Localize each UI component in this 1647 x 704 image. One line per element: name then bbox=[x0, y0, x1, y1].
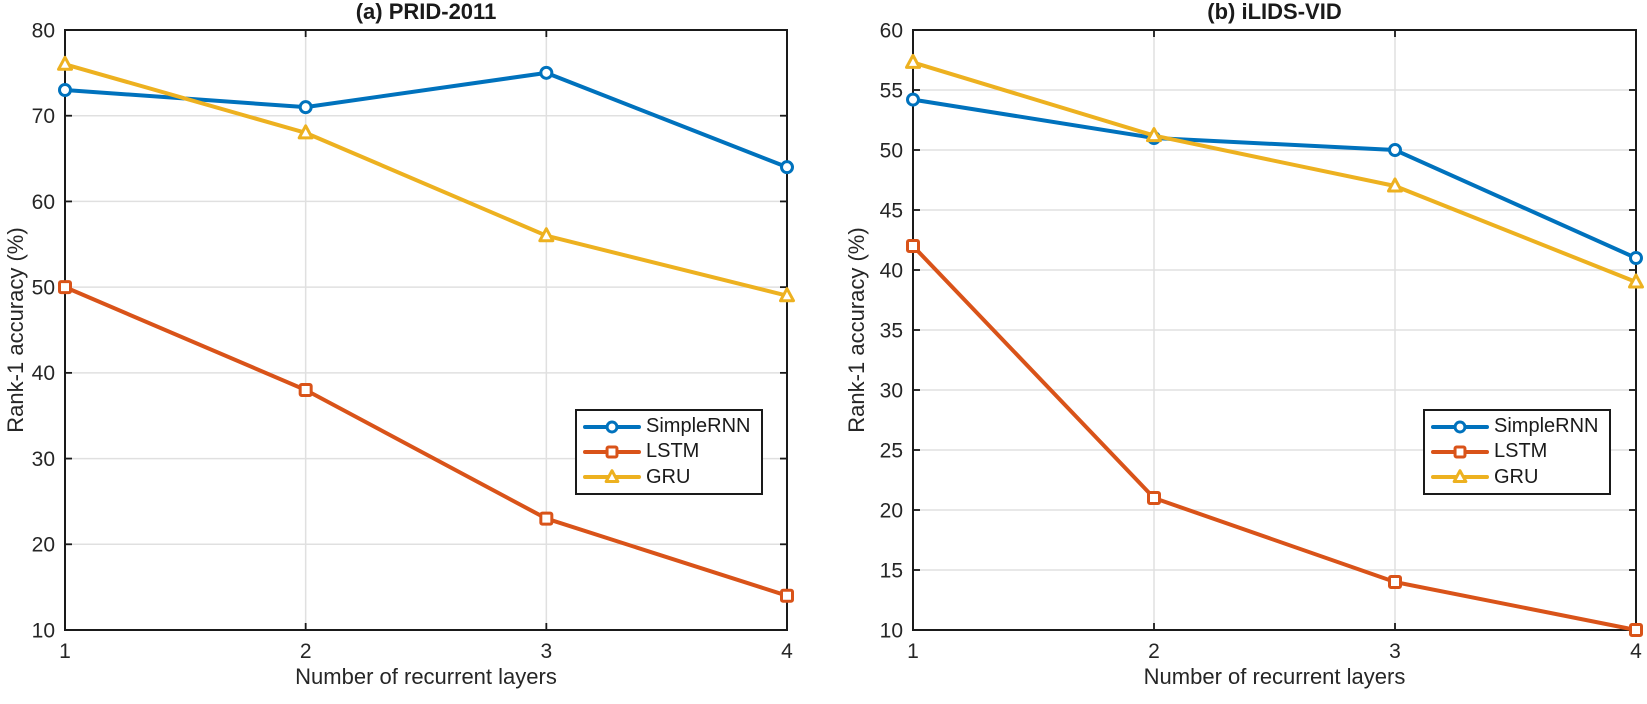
data-line-lstm bbox=[911, 244, 1638, 632]
legend-item-simplernn: SimpleRNN bbox=[583, 415, 755, 438]
y-tick-label: 10 bbox=[32, 619, 55, 642]
data-point-simplernn-x3 bbox=[539, 65, 554, 80]
marker-triangle bbox=[1452, 469, 1468, 484]
chart-a-canvas: 10 20 30 40 50 60 70 80 1 2 3 4 bbox=[32, 19, 795, 663]
data-line-lstm bbox=[63, 285, 789, 598]
data-point-lstm-x2 bbox=[1147, 491, 1161, 505]
data-point-lstm-x2 bbox=[298, 383, 313, 397]
legend-circle-icon bbox=[583, 420, 641, 434]
data-point-lstm-x4 bbox=[1629, 623, 1643, 637]
y-tick-label: 25 bbox=[880, 439, 903, 462]
marker-square bbox=[605, 445, 619, 459]
marker-square bbox=[1453, 445, 1467, 459]
y-tick-label: 70 bbox=[32, 105, 55, 128]
data-line-simplernn bbox=[63, 70, 789, 170]
data-point-lstm-x4 bbox=[780, 588, 794, 603]
chart-panel-ilidsvid: (b) iLIDS-VID Rank-1 accuracy (%) 10 15 20… bbox=[823, 0, 1647, 704]
marker-circle bbox=[1453, 420, 1467, 434]
axis-box bbox=[64, 29, 788, 631]
chart-title-a: (a) PRID-2011 bbox=[355, 0, 497, 24]
data-point-simplernn-x1 bbox=[58, 83, 72, 97]
x-axis-label-a: Number of recurrent layers bbox=[295, 664, 557, 689]
chart-title-b: (b) iLIDS-VID bbox=[1207, 0, 1342, 24]
x-tick-label: 3 bbox=[540, 640, 552, 663]
y-tick-label: 20 bbox=[880, 499, 903, 522]
data-point-lstm-x1 bbox=[58, 280, 72, 295]
chart-b-canvas: 10 15 20 25 30 35 40 45 50 55 60 1 2 3 4 bbox=[880, 19, 1644, 663]
legend-a: SimpleRNN LSTM GRU bbox=[575, 409, 763, 495]
data-point-gru-x3 bbox=[1387, 177, 1403, 193]
data-line-gru bbox=[911, 60, 1638, 284]
x-tick-label: 1 bbox=[59, 640, 71, 663]
legend-item-lstm: LSTM bbox=[583, 440, 755, 463]
legend-label: GRU bbox=[1494, 465, 1539, 488]
y-tick-label: 80 bbox=[32, 19, 55, 42]
data-point-lstm-x1 bbox=[906, 239, 920, 253]
legend-label: SimpleRNN bbox=[646, 415, 751, 438]
data-point-gru-x3 bbox=[538, 227, 555, 243]
legend-label: LSTM bbox=[646, 440, 700, 463]
x-tick-label: 3 bbox=[1389, 640, 1401, 663]
data-point-gru-x4 bbox=[1628, 273, 1644, 289]
y-tick-label: 45 bbox=[880, 199, 903, 222]
legend-triangle-icon bbox=[1431, 469, 1489, 484]
y-tick-label: 15 bbox=[880, 559, 903, 582]
y-tick-label: 60 bbox=[32, 191, 55, 214]
y-tick-label: 50 bbox=[32, 276, 55, 299]
x-tick-label: 2 bbox=[300, 640, 312, 663]
marker-triangle bbox=[604, 469, 620, 484]
legend-item-simplernn: SimpleRNN bbox=[1431, 415, 1603, 438]
legend-item-gru: GRU bbox=[583, 466, 755, 489]
legend-square-icon bbox=[1431, 445, 1489, 459]
legend-b: SimpleRNN LSTM GRU bbox=[1423, 409, 1611, 495]
y-tick-label: 50 bbox=[880, 139, 903, 162]
data-point-gru-x1 bbox=[905, 53, 921, 69]
x-tick-label: 4 bbox=[781, 640, 793, 663]
legend-label: LSTM bbox=[1494, 440, 1548, 463]
data-point-simplernn-x1 bbox=[906, 92, 920, 107]
data-line-gru bbox=[63, 62, 789, 298]
data-point-simplernn-x4 bbox=[780, 160, 794, 175]
data-point-gru-x2 bbox=[1146, 127, 1162, 143]
y-tick-label: 60 bbox=[880, 19, 903, 42]
x-axis-label-b: Number of recurrent layers bbox=[1143, 664, 1406, 689]
y-tick-label: 55 bbox=[880, 79, 903, 102]
y-tick-label: 40 bbox=[32, 362, 55, 385]
y-tick-label: 35 bbox=[880, 319, 903, 342]
data-point-gru-x2 bbox=[297, 124, 314, 140]
data-point-lstm-x3 bbox=[1388, 575, 1402, 589]
x-tick-label: 2 bbox=[1148, 640, 1160, 663]
data-point-simplernn-x3 bbox=[1388, 143, 1402, 157]
data-point-simplernn-x2 bbox=[298, 100, 313, 115]
legend-label: GRU bbox=[646, 465, 691, 488]
x-tick-label: 4 bbox=[1630, 640, 1642, 663]
legend-item-lstm: LSTM bbox=[1431, 440, 1603, 463]
data-point-gru-x4 bbox=[779, 287, 795, 303]
data-point-gru-x1 bbox=[57, 55, 73, 71]
legend-circle-icon bbox=[1431, 420, 1489, 434]
legend-label: SimpleRNN bbox=[1494, 415, 1599, 438]
y-tick-label: 30 bbox=[880, 379, 903, 402]
legend-triangle-icon bbox=[583, 469, 641, 484]
marker-circle bbox=[605, 420, 619, 434]
y-tick-label: 10 bbox=[880, 619, 903, 642]
data-point-lstm-x3 bbox=[539, 511, 554, 526]
y-tick-label: 20 bbox=[32, 534, 55, 557]
y-tick-label: 40 bbox=[880, 259, 903, 282]
data-point-simplernn-x4 bbox=[1629, 251, 1643, 265]
legend-item-gru: GRU bbox=[1431, 466, 1603, 489]
x-tick-label: 1 bbox=[907, 640, 919, 663]
legend-square-icon bbox=[583, 445, 641, 459]
y-tick-label: 30 bbox=[32, 448, 55, 471]
chart-panel-prid2011: (a) PRID-2011 Rank-1 accuracy (%) 10 20 30… bbox=[3, 0, 795, 689]
data-line-simplernn bbox=[911, 97, 1638, 260]
